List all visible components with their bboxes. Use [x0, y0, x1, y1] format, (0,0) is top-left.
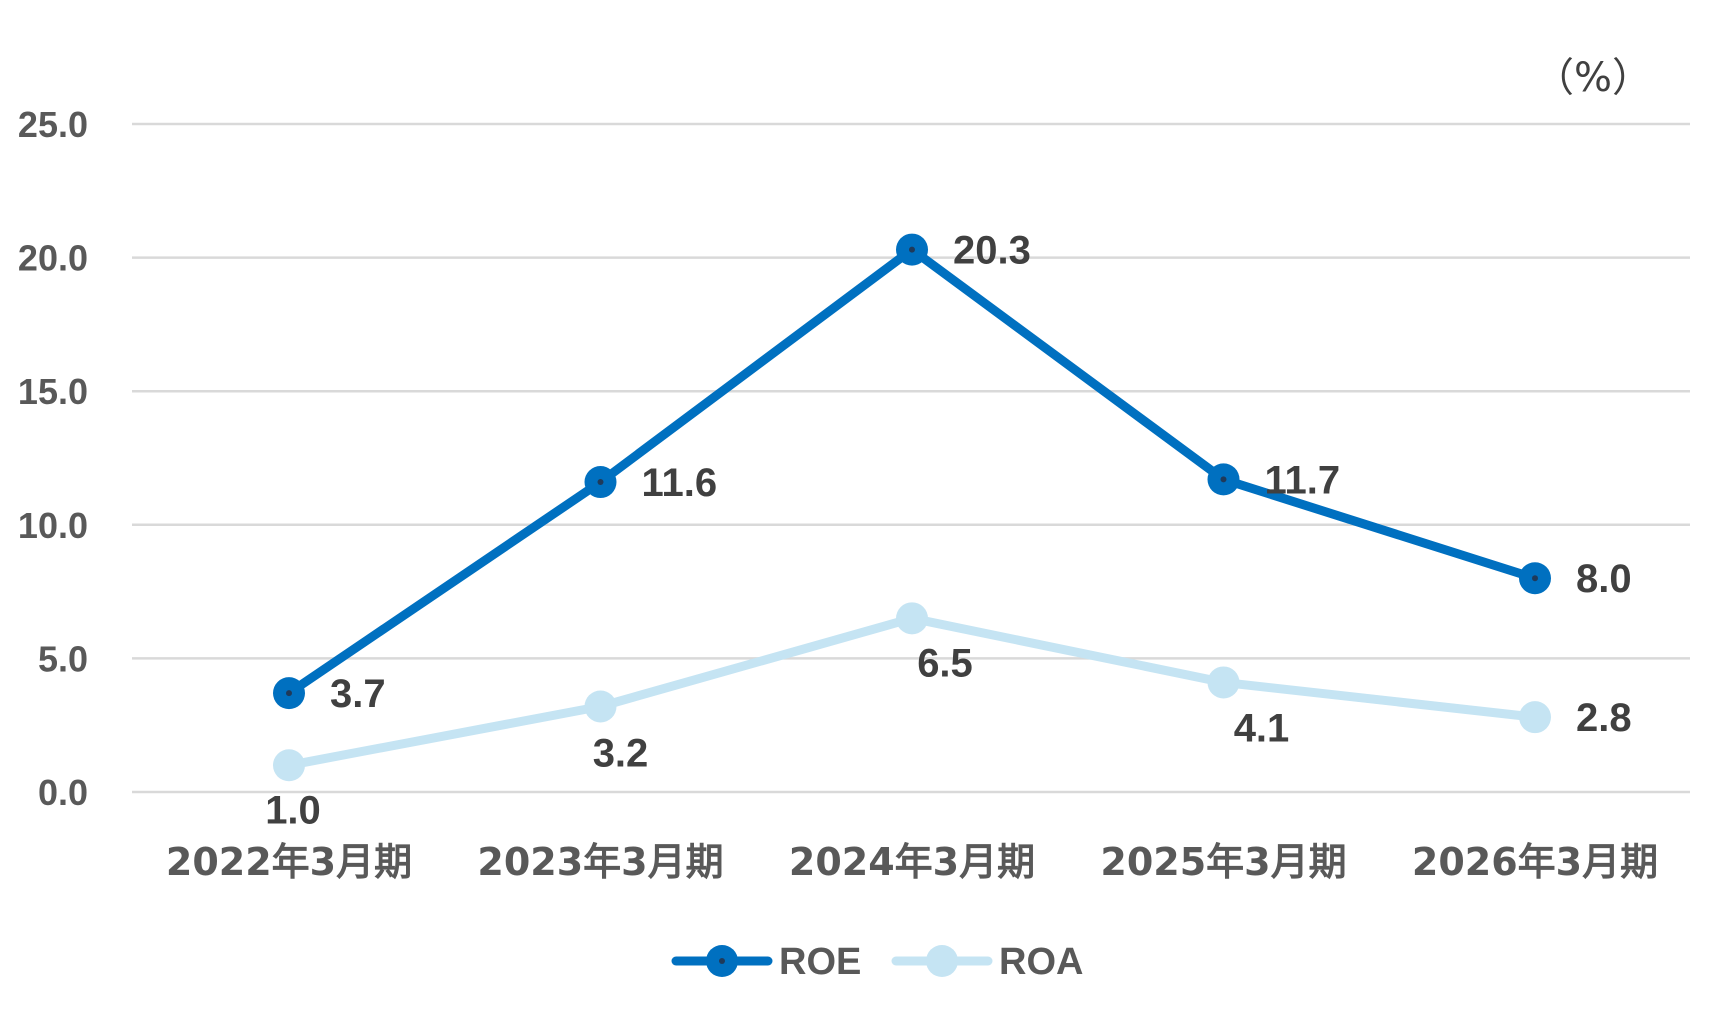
x-category-label: 2025年3月期	[1100, 840, 1346, 884]
x-axis-category-labels: 2022年3月期 2023年3月期 2024年3月期 2025年3月期 2026年3月期	[166, 840, 1658, 884]
roa-data-label: 6.5	[917, 641, 973, 685]
roe-marker-center	[286, 690, 292, 697]
roa-data-label: 3.2	[593, 731, 649, 775]
roe-marker-center	[1532, 575, 1538, 582]
data-labels: 3.7 11.6 20.3 11.7 8.0 1.0 3.2 6.5 4.1 2.8	[265, 229, 1631, 833]
y-tick-label: 10.0	[18, 505, 88, 546]
legend-item-roe: ROE	[671, 941, 861, 983]
y-tick-label: 25.0	[18, 104, 88, 145]
x-category-label: 2022年3月期	[166, 840, 412, 884]
series-roa	[273, 602, 1551, 782]
roe-data-label: 3.7	[330, 672, 386, 716]
x-category-label: 2024年3月期	[789, 840, 1035, 884]
legend-swatch-marker-center	[719, 958, 725, 964]
y-tick-label: 0.0	[38, 772, 88, 813]
legend-label: ROE	[779, 941, 861, 983]
y-tick-label: 15.0	[18, 371, 88, 412]
roe-marker-center	[909, 246, 915, 253]
roa-data-label: 4.1	[1234, 706, 1290, 750]
roa-marker	[584, 690, 617, 723]
y-tick-label: 20.0	[18, 238, 88, 279]
unit-label: （%）	[1534, 55, 1652, 101]
series-roe	[273, 233, 1551, 710]
roe-data-label: 11.6	[642, 461, 718, 505]
roa-data-label: 2.8	[1576, 696, 1632, 740]
x-category-label: 2023年3月期	[477, 840, 723, 884]
roa-marker	[896, 602, 928, 635]
roe-data-label: 20.3	[953, 229, 1031, 273]
roa-line	[284, 613, 1540, 770]
legend-item-roa: ROA	[891, 941, 1083, 983]
x-category-label: 2026年3月期	[1412, 840, 1658, 884]
roa-marker	[1519, 701, 1551, 734]
legend-swatch-marker	[926, 945, 958, 977]
y-tick-label: 5.0	[38, 638, 88, 679]
roe-data-label: 8.0	[1576, 557, 1632, 601]
roe-marker-center	[597, 479, 604, 486]
roa-marker	[273, 749, 305, 782]
roe-marker-center	[1220, 476, 1227, 483]
legend-label: ROA	[999, 941, 1083, 983]
roe-data-label: 11.7	[1265, 458, 1341, 502]
y-axis-tick-labels: 0.0 5.0 10.0 15.0 20.0 25.0	[18, 104, 88, 813]
roa-data-label: 1.0	[265, 788, 321, 832]
legend: ROE ROA	[671, 941, 1083, 983]
roa-marker	[1207, 666, 1240, 699]
series	[273, 233, 1551, 782]
